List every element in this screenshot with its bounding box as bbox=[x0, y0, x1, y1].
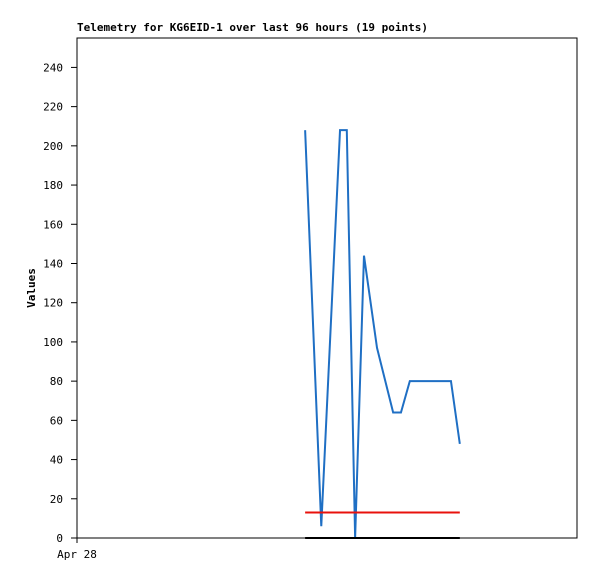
y-tick-label: 140 bbox=[43, 257, 63, 270]
y-axis-label: Values bbox=[25, 268, 38, 308]
y-tick-label: 160 bbox=[43, 218, 63, 231]
plot-frame bbox=[76, 37, 578, 539]
chart-title: Telemetry for KG6EID-1 over last 96 hour… bbox=[77, 21, 428, 34]
x-tick-label: Apr 28 bbox=[57, 548, 97, 561]
y-tick-label: 180 bbox=[43, 179, 63, 192]
y-tick-label: 40 bbox=[50, 454, 63, 467]
y-tick-label: 220 bbox=[43, 101, 63, 114]
y-tick-label: 200 bbox=[43, 140, 63, 153]
y-tick-label: 100 bbox=[43, 336, 63, 349]
y-tick-label: 240 bbox=[43, 61, 63, 74]
y-tick-label: 20 bbox=[50, 493, 63, 506]
y-tick-label: 120 bbox=[43, 297, 63, 310]
y-tick-label: 0 bbox=[56, 532, 63, 545]
y-tick-label: 60 bbox=[50, 414, 63, 427]
series-line bbox=[304, 129, 461, 539]
y-tick-label: 80 bbox=[50, 375, 63, 388]
